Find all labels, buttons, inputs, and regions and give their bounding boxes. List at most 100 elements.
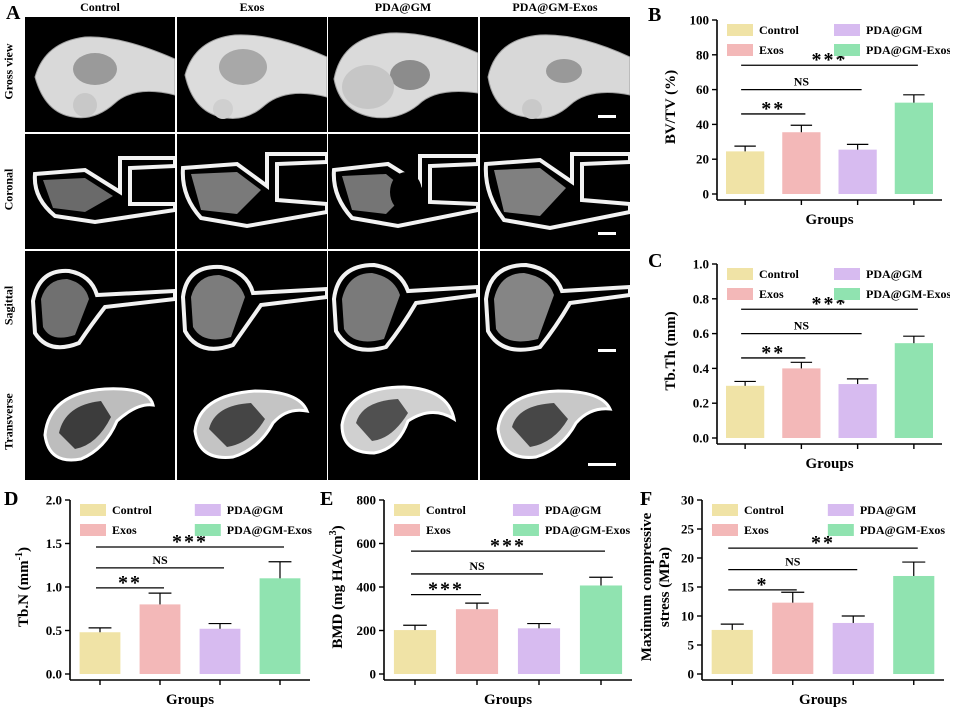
row-header-gross-view: Gross view [1, 43, 16, 100]
y-tick-label: 5 [688, 638, 695, 653]
bar-control [393, 630, 437, 674]
bar-pda-gm [838, 149, 877, 194]
significance-label: ** [761, 98, 785, 120]
legend-label: Control [112, 503, 152, 517]
significance-label: ** [761, 342, 785, 364]
microct-image-transverse-control [25, 365, 175, 480]
legend-swatch [712, 504, 738, 516]
significance-label: *** [490, 535, 526, 557]
legend-label: Exos [759, 43, 784, 57]
legend-swatch [727, 268, 753, 280]
y-tick-label: 0 [688, 667, 695, 682]
x-axis-title: Groups [805, 456, 853, 472]
x-axis-title: Groups [805, 212, 853, 228]
column-header-control: Control [80, 0, 120, 14]
legend-swatch [512, 524, 539, 536]
significance-label: * [757, 574, 769, 596]
bar-exos [772, 602, 814, 674]
y-tick-label: 600 [357, 536, 377, 551]
legend-label: PDA@GM-Exos [227, 523, 312, 537]
microct-image-sagittal-control [25, 251, 175, 366]
bar-exos [139, 604, 181, 674]
legend-swatch [727, 44, 753, 56]
chart-max-compressive-stress: 0 5 10 15 20 25 30 * NS ** Control Exos PDA@GM PDA@GM… [640, 493, 945, 709]
legend-swatch [194, 504, 221, 516]
column-header-pdagm: PDA@GM [374, 0, 432, 14]
legend-label: Control [426, 503, 466, 517]
y-tick-label: 60 [696, 82, 709, 97]
y-tick-label: 0 [370, 667, 377, 682]
legend-label: Control [759, 23, 799, 37]
y-axis-title: BMD (mg HA/cm3) [328, 525, 346, 648]
panel-label-d: D [4, 488, 19, 510]
bar-exos [782, 368, 821, 438]
legend-swatch [834, 44, 860, 56]
legend-swatch [834, 288, 860, 300]
y-tick-label: 100 [690, 13, 710, 28]
panel-label-b: B [648, 4, 662, 26]
legend-label: Exos [426, 523, 451, 537]
y-tick-label: 0 [703, 187, 710, 202]
legend-label: PDA@GM [545, 503, 601, 517]
y-tick-label: 1.0 [46, 580, 62, 595]
panel-label-a: A [6, 2, 21, 24]
chart-tb-th: 0.00.20.40.60.81.0**NS***ControlExosPDA@… [663, 257, 950, 473]
y-tick-label: 400 [357, 580, 377, 595]
legend-swatch [834, 24, 860, 36]
legend-swatch [394, 524, 420, 536]
bar-pda-gm-exos [579, 585, 623, 674]
significance-label: NS [794, 75, 810, 89]
y-tick-label: 80 [696, 47, 709, 62]
y-tick-label: 15 [681, 580, 695, 595]
scale-bar [588, 463, 616, 466]
significance-label: *** [172, 531, 208, 553]
legend-label: Exos [759, 287, 784, 301]
y-tick-label: 0.0 [693, 431, 709, 446]
legend-swatch [80, 504, 106, 516]
legend-label: PDA@GM [866, 23, 922, 37]
y-tick-label: 20 [696, 152, 709, 167]
significance-label: ** [811, 532, 835, 554]
legend-swatch [827, 504, 854, 516]
bar-pda-gm [832, 622, 874, 674]
legend-label: Exos [744, 523, 769, 537]
y-axis-title: Tb.Th (mm) [663, 311, 679, 390]
legend-label: PDA@GM [860, 503, 916, 517]
column-header-pdagm-exos: PDA@GM-Exos [512, 0, 598, 14]
y-axis-title: Maximum compressive stress (MPa) [640, 512, 673, 661]
legend-label: Control [744, 503, 784, 517]
significance-label: NS [469, 559, 485, 573]
panel-label-f: F [640, 488, 653, 510]
microct-image-transverse-pdagm [328, 365, 478, 480]
significance-label: NS [785, 555, 801, 569]
chart-bv-tv: 020406080100**NS***ControlExosPDA@GMPDA@… [663, 13, 950, 229]
y-tick-label: 10 [681, 609, 694, 624]
y-tick-label: 30 [681, 493, 694, 508]
y-tick-label: 0.6 [693, 326, 710, 341]
row-header-transverse: Transverse [1, 393, 16, 450]
legend-swatch [80, 524, 106, 536]
y-tick-label: 0.4 [693, 361, 710, 376]
chart-bmd: 0 200 400 600 800 *** NS *** Control Exos PDA@GM PD… [328, 493, 632, 708]
bar-control [726, 385, 765, 438]
microct-image-coronal-pdagm [328, 134, 478, 249]
legend-swatch [194, 524, 221, 536]
bar-pda-gm-exos [893, 575, 935, 674]
microct-image-gross-exos [177, 17, 327, 132]
bar-exos [455, 609, 499, 674]
legend-swatch [727, 24, 753, 36]
column-header-exos: Exos [239, 0, 265, 14]
x-axis-title: Groups [484, 692, 532, 708]
y-tick-label: 25 [681, 522, 695, 537]
bar-pda-gm [517, 628, 561, 674]
microct-image-sagittal-pdagm [328, 251, 478, 366]
legend-label: Control [759, 267, 799, 281]
bar-pda-gm-exos [894, 102, 933, 194]
y-tick-label: 1.0 [693, 257, 709, 272]
bar-control [79, 632, 121, 674]
significance-label: NS [152, 553, 168, 567]
legend-label: PDA@GM-Exos [866, 287, 950, 301]
legend-label: Exos [112, 523, 137, 537]
legend-swatch [512, 504, 539, 516]
scale-bar [598, 349, 616, 352]
